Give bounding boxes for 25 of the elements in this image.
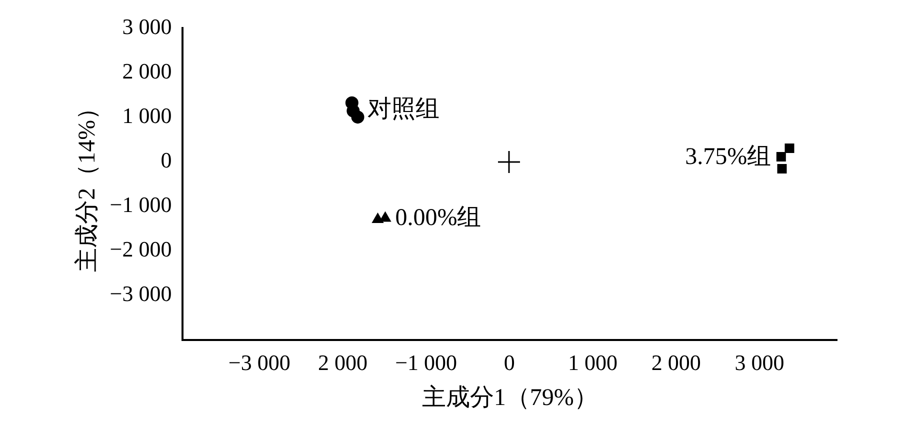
- point: [776, 152, 786, 162]
- x-tick-label: 0: [504, 350, 515, 375]
- y-tick-label: 2 000: [122, 58, 172, 84]
- x-tick-label: −1 000: [395, 350, 458, 375]
- point: [777, 164, 787, 174]
- point: [372, 213, 384, 224]
- x-tick-label: 3 000: [734, 350, 784, 375]
- point: [784, 144, 794, 154]
- series-label: 3.75%组: [685, 144, 772, 170]
- y-axis-title: 主成分2（14%）: [74, 96, 101, 272]
- point: [351, 110, 364, 124]
- series-label: 0.00%组: [395, 205, 482, 232]
- x-tick-label: 1 000: [568, 350, 618, 375]
- y-tick-label: 1 000: [122, 102, 172, 128]
- y-tick-label: −2 000: [110, 236, 172, 262]
- y-tick-label: 0: [160, 147, 172, 172]
- x-tick-label: 2 000: [651, 350, 701, 375]
- x-tick-label: 2 000: [318, 350, 368, 375]
- series-label: 对照组: [368, 96, 440, 123]
- point: [380, 212, 391, 222]
- y-tick-label: 3 000: [122, 14, 172, 39]
- y-tick-label: −3 000: [110, 281, 172, 306]
- x-axis-title: 主成分1（79%）: [422, 384, 598, 411]
- y-tick-label: −1 000: [110, 192, 172, 217]
- x-tick-label: −3 000: [228, 350, 290, 375]
